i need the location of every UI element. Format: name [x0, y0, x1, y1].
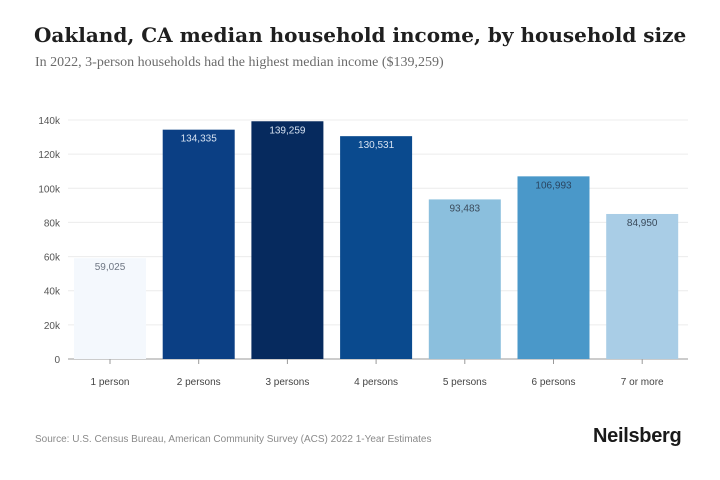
bars	[74, 121, 679, 360]
y-tick-label: 0	[54, 355, 60, 366]
data-label: 59,025	[95, 262, 126, 273]
x-tick-label: 4 persons	[354, 377, 398, 388]
y-tick-label: 20k	[44, 321, 61, 332]
source-note: Source: U.S. Census Bureau, American Com…	[35, 434, 432, 445]
data-label: 130,531	[358, 140, 395, 151]
bar	[517, 176, 590, 359]
y-tick-label: 60k	[44, 253, 61, 264]
x-tick-label: 6 persons	[532, 377, 576, 388]
data-label: 139,259	[269, 125, 306, 136]
x-tick-label: 3 persons	[265, 377, 309, 388]
bar	[340, 136, 413, 359]
data-label: 106,993	[535, 180, 572, 191]
y-tick-label: 40k	[44, 287, 61, 298]
x-tick-label: 2 persons	[177, 377, 221, 388]
y-tick-label: 120k	[38, 150, 61, 161]
chart-title: Oakland, CA median household income, by …	[34, 23, 687, 47]
data-label: 84,950	[627, 218, 658, 229]
chart-subtitle: In 2022, 3-person households had the hig…	[35, 55, 444, 70]
y-tick-label: 80k	[44, 218, 61, 229]
data-label: 93,483	[450, 203, 481, 214]
bar	[162, 129, 235, 359]
y-tick-label: 140k	[38, 116, 61, 127]
x-tick-label: 1 person	[91, 377, 130, 388]
x-tick-label: 7 or more	[621, 377, 664, 388]
bar	[251, 121, 324, 360]
bar	[606, 213, 679, 359]
x-axis-ticks: 1 person 2 persons 3 persons 4 persons 5 per…	[91, 359, 664, 388]
y-axis-ticks: 0 20k 40k 60k 80k 100k 120k 140k	[38, 116, 61, 366]
bar	[74, 258, 146, 359]
bar	[428, 199, 501, 359]
data-label: 134,335	[181, 134, 218, 145]
data-labels: 59,025 134,335 139,259 130,531 93,483 106,993…	[95, 125, 658, 273]
y-tick-label: 100k	[38, 184, 61, 195]
brand-logo: Neilsberg	[593, 425, 682, 447]
x-tick-label: 5 persons	[443, 377, 487, 388]
